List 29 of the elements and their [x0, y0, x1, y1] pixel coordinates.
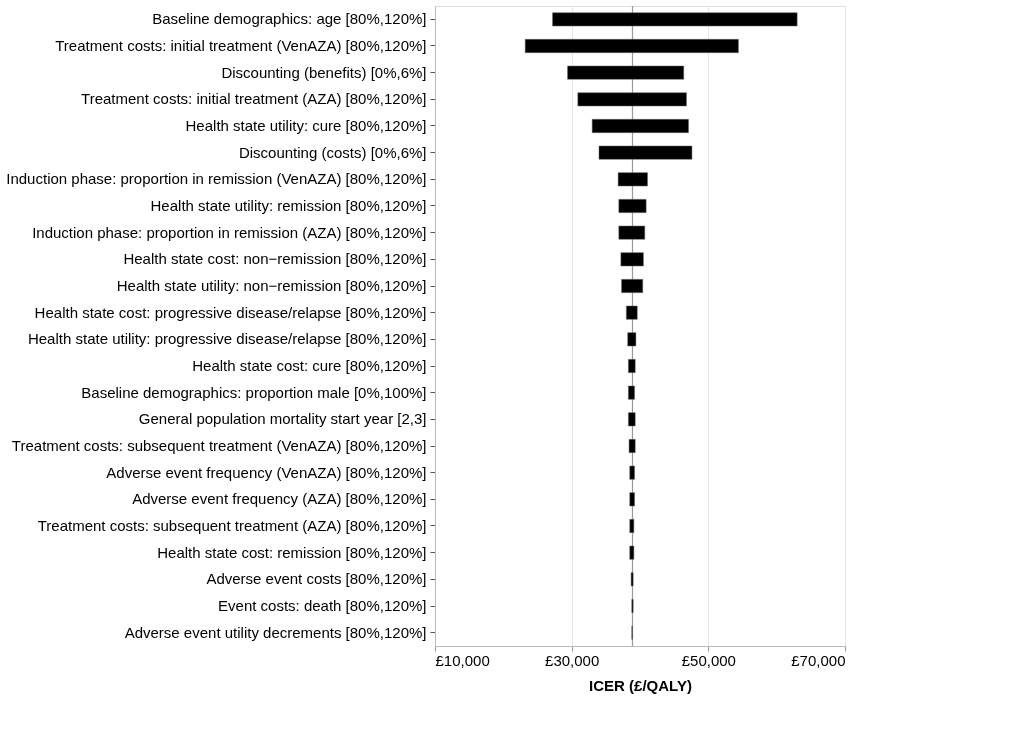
y-tick-label: Treatment costs: initial treatment (VenAZA) [80%,120%] — [55, 37, 427, 54]
y-tick-label: Health state utility: remission [80%,120%] — [150, 197, 427, 214]
y-tick-label: Adverse event utility decrements [80%,120%] — [124, 623, 427, 641]
y-tick-label: Health state utility: progressive disease/relapse [80%,120%] — [27, 330, 427, 348]
y-tick-label: Health state cost: progressive disease/relapse [80%,120%] — [34, 303, 427, 321]
y-tick-label: General population mortality start year [2,3] — [138, 410, 427, 428]
x-tick-label: £70,000 — [791, 651, 846, 669]
y-tick-label: Event costs: death [80%,120%] — [218, 597, 427, 614]
y-tick-label: Treatment costs: initial treatment (AZA) [80%,120%] — [81, 90, 427, 108]
y-tick-label: Adverse event frequency (VenAZA) [80%,120%] — [106, 463, 427, 481]
y-tick-label: Health state utility: non−remission [80%,120%] — [116, 277, 427, 294]
y-tick-label: Discounting (benefits) [0%,6%] — [221, 63, 427, 81]
y-tick-label: Treatment costs: subsequent treatment (AZA) [80%,120%] — [37, 517, 427, 534]
y-tick-label: Health state cost: cure [80%,120%] — [192, 357, 427, 374]
y-tick-label: Adverse event frequency (AZA) [80%,120%] — [132, 490, 427, 508]
x-tick-label: £50,000 — [681, 651, 736, 669]
x-axis-title: ICER (£/QALY) — [589, 676, 692, 694]
y-tick-label: Induction phase: proportion in remission (AZA) [80%,120%] — [32, 223, 427, 241]
y-tick-label: Health state utility: cure [80%,120%] — [185, 117, 427, 134]
y-tick-label: Health state cost: non−remission [80%,120%] — [123, 250, 427, 268]
y-tick-label: Baseline demographics: age [80%,120%] — [152, 10, 427, 28]
y-tick-label: Adverse event costs [80%,120%] — [206, 570, 427, 588]
y-tick-label: Health state cost: remission [80%,120%] — [157, 543, 427, 561]
y-tick-label: Induction phase: proportion in remission (VenAZA) [80%,120%] — [6, 170, 427, 188]
y-tick-label: Discounting (costs) [0%,6%] — [238, 143, 427, 161]
x-tick-label: £10,000 — [435, 651, 490, 669]
y-tick-label: Baseline demographics: proportion male [0%,100%] — [81, 383, 427, 401]
x-tick-label: £30,000 — [545, 651, 600, 669]
y-tick-label: Treatment costs: subsequent treatment (VenAZA) [80%,120%] — [11, 437, 427, 454]
